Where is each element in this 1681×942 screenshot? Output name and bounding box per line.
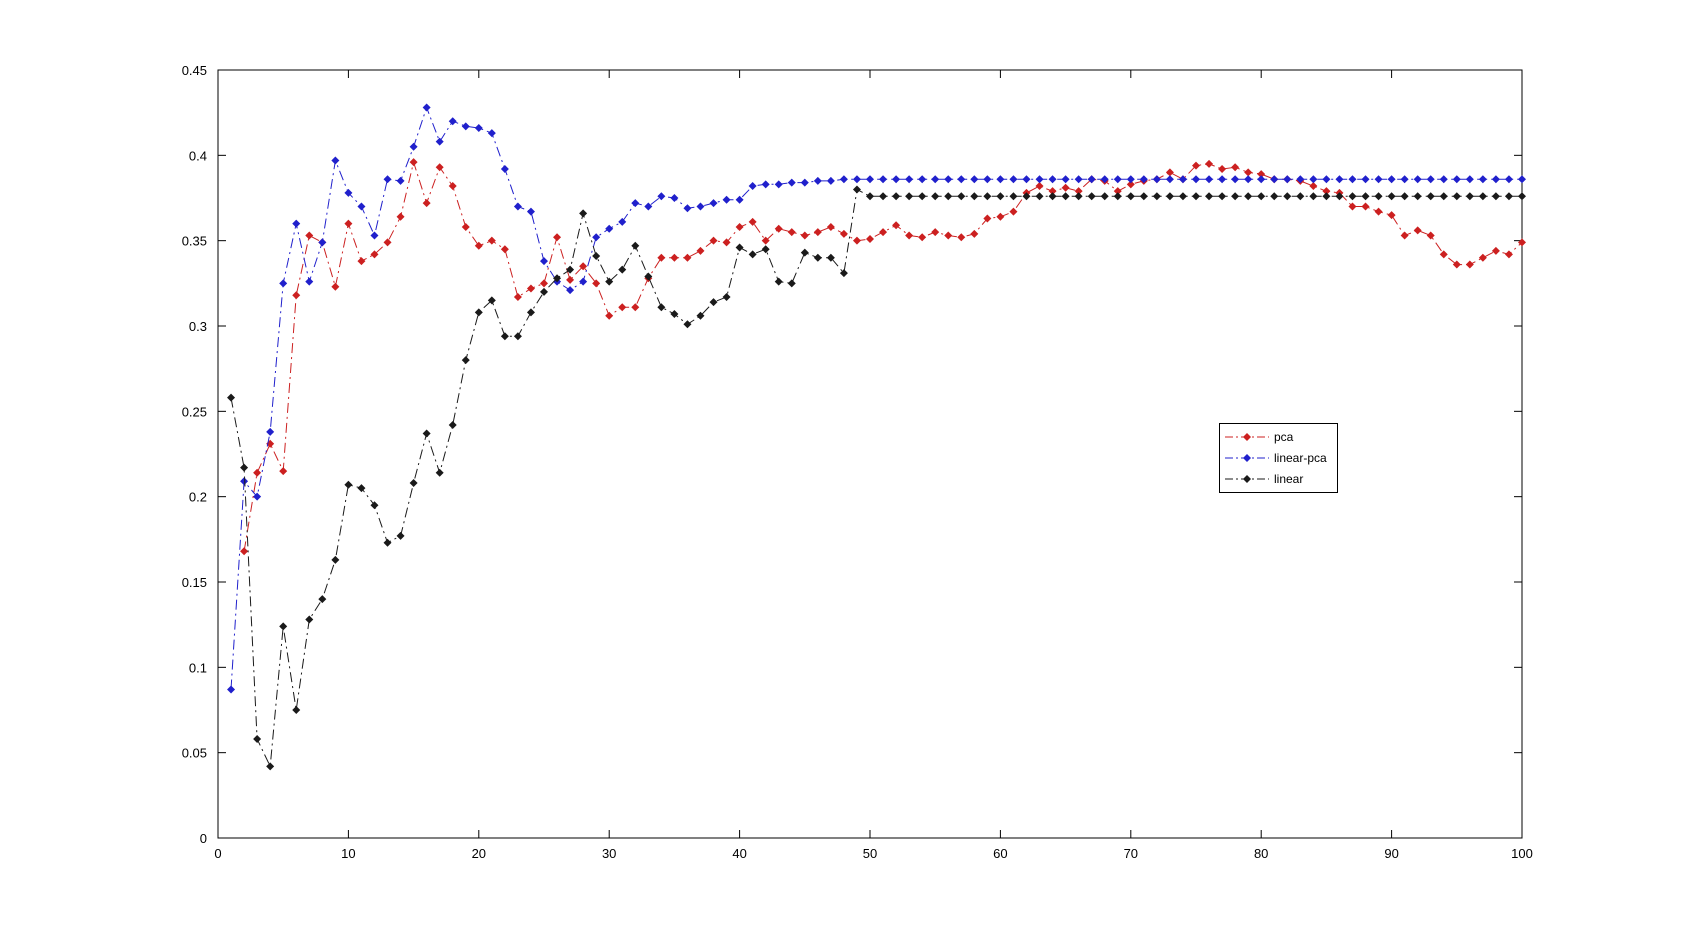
y-axis-tick-label: 0.05: [182, 746, 207, 761]
legend-entry-linear-pca: linear-pca: [1224, 448, 1337, 468]
series-linear-pca-line: [230, 106, 1522, 690]
legend-entry-pca: pca: [1224, 427, 1337, 447]
y-axis-tick-label: 0.3: [189, 319, 207, 334]
series-pca-markers: [240, 158, 1527, 556]
y-axis-tick-label: 0.35: [182, 234, 207, 249]
x-axis-tick-label: 0: [214, 846, 221, 861]
legend-marker-diamond-linear-pca: [1243, 453, 1251, 462]
x-axis-tick-label: 60: [993, 846, 1007, 861]
x-axis-tick-label: 20: [472, 846, 486, 861]
y-axis-tick-label: 0.45: [182, 63, 207, 78]
x-axis-tick-label: 70: [1124, 846, 1138, 861]
y-axis-tick-label: 0: [200, 831, 207, 846]
legend-label-linear: linear: [1274, 472, 1304, 487]
legend-marker-diamond-pca: [1243, 432, 1251, 441]
x-axis-tick-label: 10: [341, 846, 355, 861]
legend-entry-linear: linear: [1224, 469, 1337, 489]
x-axis-tick-label: 50: [863, 846, 877, 861]
x-axis-tick-label: 90: [1384, 846, 1398, 861]
legend-line-sample-linear-pca: [1225, 453, 1269, 462]
x-axis-tick-label: 100: [1511, 846, 1533, 861]
legend-label-linear-pca: linear-pca: [1274, 450, 1327, 465]
legend-line-sample-pca: [1225, 432, 1269, 441]
y-axis-tick-label: 0.2: [189, 490, 207, 505]
legend-line-sample-linear: [1225, 475, 1269, 484]
y-axis-tick-label: 0.1: [189, 660, 207, 675]
y-axis-tick-label: 0.4: [189, 148, 207, 163]
x-axis-tick-label: 30: [602, 846, 616, 861]
series-linear-line: [230, 188, 1522, 769]
x-axis-tick-label: 40: [732, 846, 746, 861]
x-axis-tick-label: 80: [1254, 846, 1268, 861]
legend-label-pca: pca: [1274, 429, 1294, 444]
y-axis-tick-label: 0.15: [182, 575, 207, 590]
legend-marker-diamond-linear: [1243, 475, 1251, 484]
series-linear-pca-markers: [227, 103, 1526, 694]
legend[interactable]: pca linear-pca linear: [1219, 423, 1338, 493]
y-axis-tick-label: 0.25: [182, 404, 207, 419]
